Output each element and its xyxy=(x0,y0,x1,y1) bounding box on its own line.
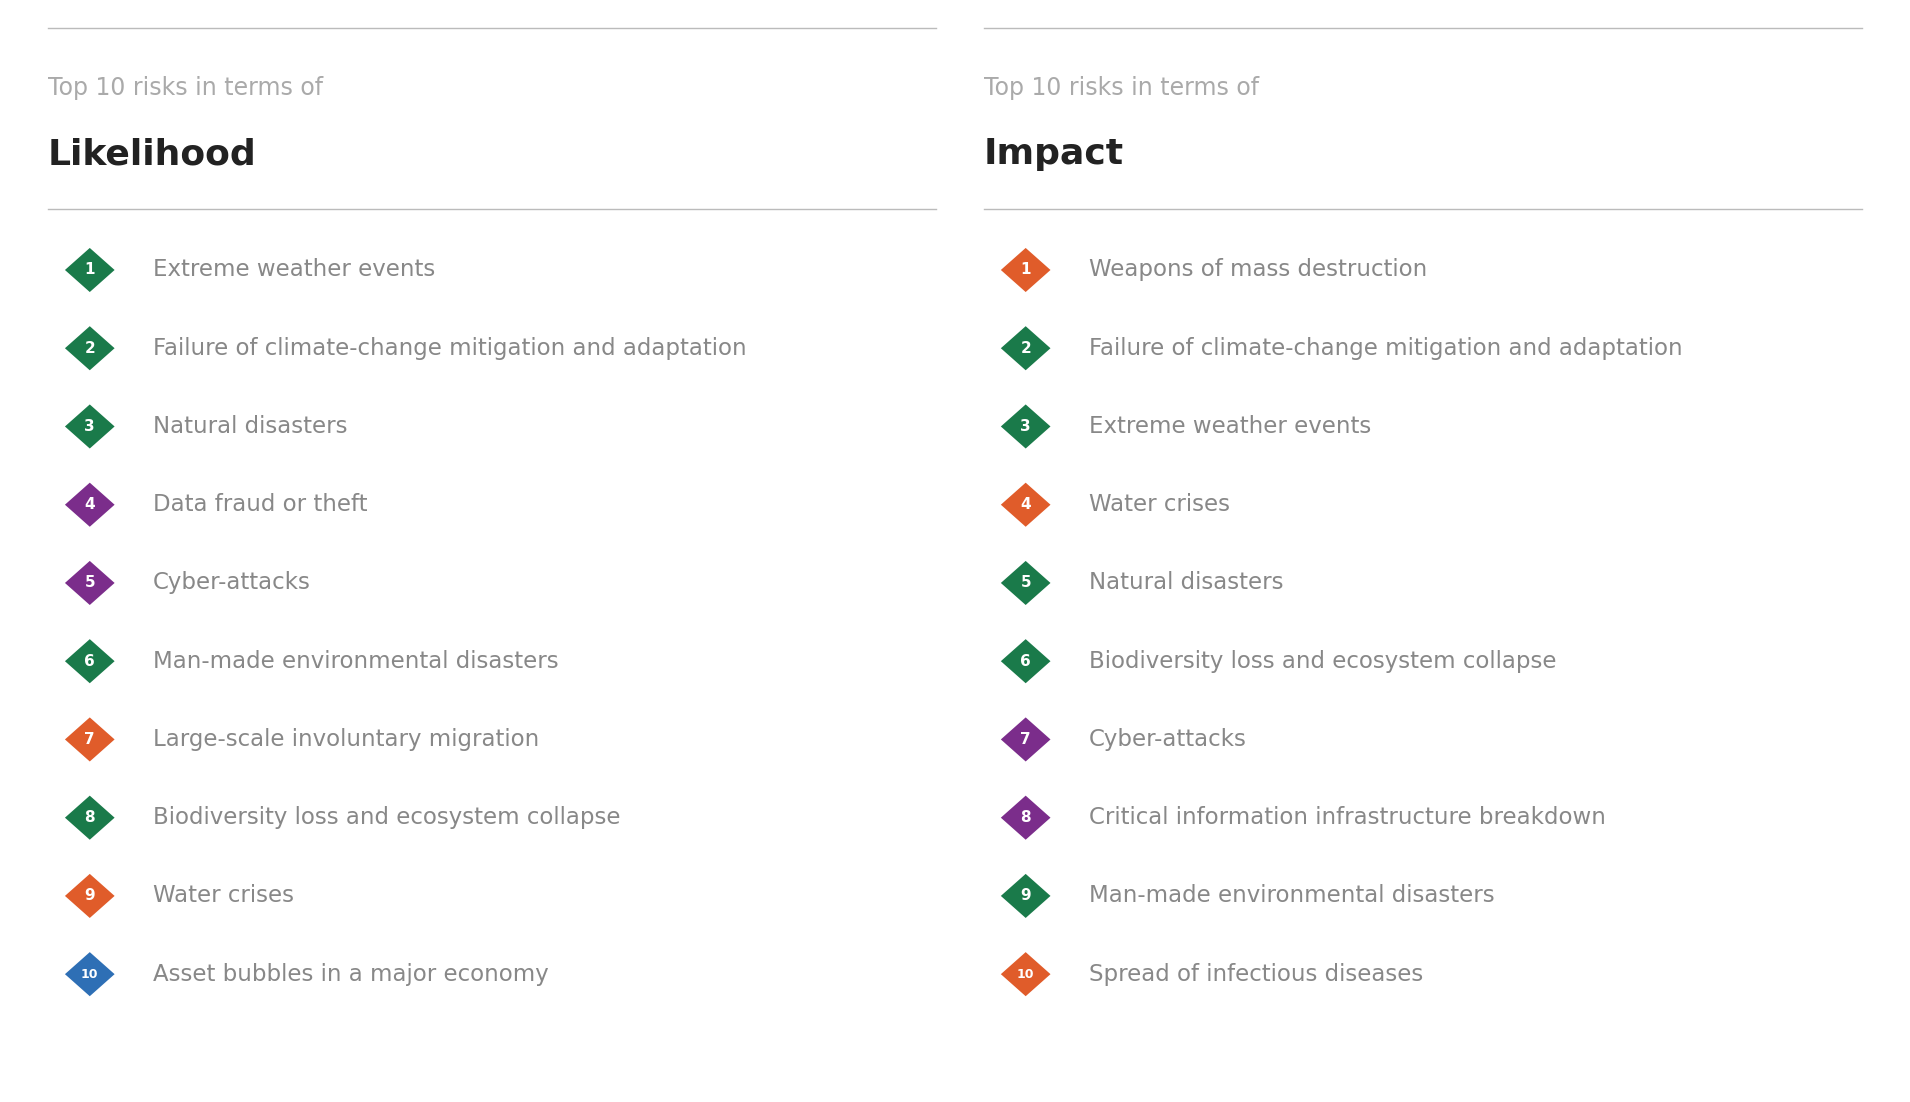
Polygon shape xyxy=(1001,404,1050,449)
Text: 4: 4 xyxy=(1020,497,1031,512)
Text: Asset bubbles in a major economy: Asset bubbles in a major economy xyxy=(153,963,548,985)
Text: 1: 1 xyxy=(1020,262,1031,278)
Text: Weapons of mass destruction: Weapons of mass destruction xyxy=(1089,259,1427,281)
Polygon shape xyxy=(1001,483,1050,527)
Polygon shape xyxy=(65,483,115,527)
Polygon shape xyxy=(1001,639,1050,683)
Text: Water crises: Water crises xyxy=(1089,494,1230,516)
Polygon shape xyxy=(65,952,115,996)
Text: 7: 7 xyxy=(1020,732,1031,747)
Text: Critical information infrastructure breakdown: Critical information infrastructure brea… xyxy=(1089,807,1606,829)
Text: 7: 7 xyxy=(84,732,96,747)
Polygon shape xyxy=(65,796,115,840)
Text: 8: 8 xyxy=(1020,810,1031,825)
Text: 3: 3 xyxy=(1020,419,1031,434)
Text: Top 10 risks in terms of: Top 10 risks in terms of xyxy=(48,76,323,100)
Text: 6: 6 xyxy=(1020,653,1031,669)
Polygon shape xyxy=(1001,717,1050,761)
Text: 4: 4 xyxy=(84,497,96,512)
Polygon shape xyxy=(1001,874,1050,918)
Text: 9: 9 xyxy=(84,888,96,904)
Text: Cyber-attacks: Cyber-attacks xyxy=(1089,728,1247,750)
Text: 10: 10 xyxy=(80,968,99,981)
Text: Natural disasters: Natural disasters xyxy=(1089,572,1284,594)
Polygon shape xyxy=(65,326,115,370)
Text: Man-made environmental disasters: Man-made environmental disasters xyxy=(1089,885,1494,907)
Polygon shape xyxy=(65,717,115,761)
Polygon shape xyxy=(1001,248,1050,292)
Text: Natural disasters: Natural disasters xyxy=(153,415,348,437)
Polygon shape xyxy=(1001,326,1050,370)
Text: Failure of climate-change mitigation and adaptation: Failure of climate-change mitigation and… xyxy=(153,337,747,359)
Polygon shape xyxy=(65,639,115,683)
Polygon shape xyxy=(1001,952,1050,996)
Text: 1: 1 xyxy=(84,262,96,278)
Text: Water crises: Water crises xyxy=(153,885,294,907)
Text: 6: 6 xyxy=(84,653,96,669)
Text: 10: 10 xyxy=(1016,968,1035,981)
Text: Man-made environmental disasters: Man-made environmental disasters xyxy=(153,650,558,672)
Polygon shape xyxy=(65,404,115,449)
Text: Large-scale involuntary migration: Large-scale involuntary migration xyxy=(153,728,539,750)
Polygon shape xyxy=(1001,561,1050,605)
Text: 9: 9 xyxy=(1020,888,1031,904)
Text: Likelihood: Likelihood xyxy=(48,138,256,171)
Text: 2: 2 xyxy=(1020,341,1031,356)
Text: Biodiversity loss and ecosystem collapse: Biodiversity loss and ecosystem collapse xyxy=(153,807,621,829)
Polygon shape xyxy=(65,248,115,292)
Text: Cyber-attacks: Cyber-attacks xyxy=(153,572,311,594)
Text: Extreme weather events: Extreme weather events xyxy=(1089,415,1371,437)
Text: Data fraud or theft: Data fraud or theft xyxy=(153,494,367,516)
Text: Biodiversity loss and ecosystem collapse: Biodiversity loss and ecosystem collapse xyxy=(1089,650,1557,672)
Polygon shape xyxy=(65,874,115,918)
Text: Spread of infectious diseases: Spread of infectious diseases xyxy=(1089,963,1423,985)
Text: Extreme weather events: Extreme weather events xyxy=(153,259,435,281)
Polygon shape xyxy=(65,561,115,605)
Text: Failure of climate-change mitigation and adaptation: Failure of climate-change mitigation and… xyxy=(1089,337,1683,359)
Text: Top 10 risks in terms of: Top 10 risks in terms of xyxy=(984,76,1259,100)
Text: 5: 5 xyxy=(1020,575,1031,591)
Text: Impact: Impact xyxy=(984,138,1123,171)
Text: 2: 2 xyxy=(84,341,96,356)
Text: 5: 5 xyxy=(84,575,96,591)
Text: 8: 8 xyxy=(84,810,96,825)
Polygon shape xyxy=(1001,796,1050,840)
Text: 3: 3 xyxy=(84,419,96,434)
